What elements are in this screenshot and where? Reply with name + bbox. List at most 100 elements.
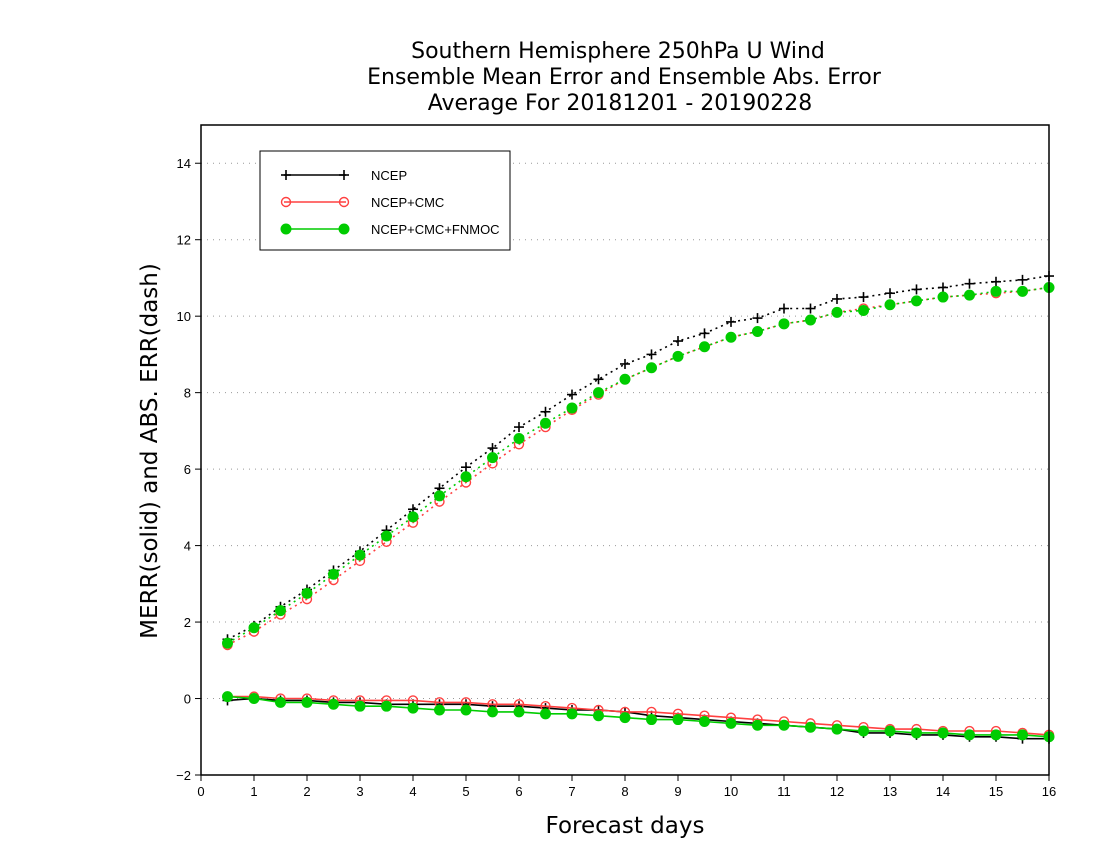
- abs-err-point-ncep-cmc-fnmoc: [566, 402, 578, 414]
- x-tick-label: 2: [303, 784, 310, 799]
- x-tick-label: 13: [883, 784, 897, 799]
- mean-err-point-ncep-cmc-fnmoc: [911, 727, 922, 739]
- mean-err-point-ncep-cmc-fnmoc: [805, 721, 816, 733]
- mean-err-point-ncep-cmc-fnmoc: [222, 691, 233, 703]
- mean-err-point-ncep-cmc-fnmoc: [513, 706, 525, 718]
- abs-err-point-ncep: [726, 316, 736, 327]
- legend-item-ncep-cmc: NCEP+CMC: [280, 195, 444, 210]
- abs-err-point-ncep-cmc-fnmoc: [672, 350, 684, 362]
- abs-err-point-ncep: [885, 288, 895, 299]
- abs-err-point-ncep-cmc-fnmoc: [884, 299, 896, 311]
- mean-err-point-ncep-cmc-fnmoc: [964, 729, 975, 741]
- abs-err-point-ncep: [487, 443, 498, 454]
- abs-err-point-ncep-cmc-fnmoc: [513, 433, 525, 445]
- abs-err-point-ncep: [938, 282, 948, 293]
- abs-err-point-ncep-cmc-fnmoc: [275, 605, 286, 617]
- title-line-3: Average For 20181201 - 20190228: [428, 91, 813, 116]
- abs-err-point-ncep: [832, 293, 842, 304]
- x-axis: 0 1 2 3 4 5 6 7 8 9 10 11 12 13 14 15 16: [197, 775, 1056, 799]
- legend-item-ncep: NCEP: [281, 168, 407, 183]
- mean-err-point-ncep-cmc-fnmoc: [354, 700, 366, 712]
- abs-err-point-ncep: [461, 462, 471, 473]
- mean-err-point-ncep-cmc-fnmoc: [884, 725, 896, 737]
- mean-err-point-ncep-cmc-fnmoc: [301, 696, 313, 708]
- series-ncep: [222, 271, 1054, 744]
- mean-err-point-ncep-cmc-fnmoc: [831, 723, 843, 735]
- mean-err-point-ncep-cmc-fnmoc: [778, 719, 790, 731]
- mean-err-point-ncep-cmc-fnmoc: [487, 706, 498, 718]
- abs-err-point-ncep-cmc-fnmoc: [434, 490, 445, 502]
- x-tick-label: 3: [356, 784, 363, 799]
- abs-err-point-ncep-cmc-fnmoc: [487, 452, 498, 464]
- x-tick-label: 12: [830, 784, 844, 799]
- mean-err-point-ncep-cmc-fnmoc: [646, 714, 657, 726]
- mean-err-point-ncep-cmc-fnmoc: [566, 708, 578, 720]
- abs-err-point-ncep-cmc-fnmoc: [222, 637, 233, 649]
- abs-err-point-ncep-cmc-fnmoc: [752, 325, 763, 337]
- abs-err-line-ncep: [227, 275, 1050, 641]
- abs-err-point-ncep-cmc-fnmoc: [699, 341, 710, 353]
- series-ncep-cmc: [222, 282, 1055, 741]
- abs-err-point-ncep-cmc-fnmoc: [619, 373, 631, 385]
- abs-err-point-ncep-cmc-fnmoc: [354, 549, 366, 561]
- abs-err-point-ncep-cmc-fnmoc: [1017, 285, 1028, 297]
- abs-err-point-ncep: [673, 336, 683, 347]
- y-tick-label: 10: [177, 309, 191, 324]
- legend-marker-start: [280, 196, 292, 208]
- abs-err-point-ncep-cmc-fnmoc: [725, 331, 737, 343]
- mean-err-point-ncep-cmc-fnmoc: [619, 712, 631, 724]
- title-line-2: Ensemble Mean Error and Ensemble Abs. Er…: [367, 65, 882, 90]
- abs-err-point-ncep: [964, 278, 975, 289]
- x-axis-label: Forecast days: [546, 813, 705, 839]
- abs-err-point-ncep: [911, 284, 922, 295]
- legend-box: [259, 150, 511, 251]
- abs-err-point-ncep-cmc-fnmoc: [911, 295, 922, 307]
- legend-marker-start: [281, 170, 291, 180]
- x-tick-label: 15: [989, 784, 1003, 799]
- abs-err-point-ncep: [540, 406, 551, 417]
- abs-err-point-ncep-cmc-fnmoc: [460, 471, 472, 483]
- x-tick-label: 8: [621, 784, 628, 799]
- x-tick-label: 4: [409, 784, 416, 799]
- abs-err-point-ncep: [1017, 274, 1028, 285]
- abs-err-point-ncep-cmc-fnmoc: [858, 304, 869, 316]
- abs-err-point-ncep-cmc-fnmoc: [328, 568, 339, 580]
- mean-err-point-ncep-cmc-fnmoc: [699, 715, 710, 727]
- abs-err-point-ncep: [593, 374, 604, 385]
- legend-marker-start: [280, 223, 292, 235]
- mean-err-point-ncep-cmc-fnmoc: [540, 708, 551, 720]
- mean-err-point-ncep-cmc-fnmoc: [248, 693, 260, 705]
- abs-err-point-ncep: [752, 313, 763, 324]
- x-tick-label: 10: [724, 784, 738, 799]
- abs-err-point-ncep-cmc-fnmoc: [937, 291, 949, 303]
- abs-err-point-ncep-cmc-fnmoc: [646, 362, 657, 374]
- y-axis-label: MERR(solid) and ABS. ERR(dash): [137, 263, 163, 639]
- abs-err-line-ncep-cmc-fnmoc: [227, 286, 1050, 644]
- mean-err-point-ncep-cmc-fnmoc: [275, 696, 286, 708]
- x-tick-label: 16: [1042, 784, 1056, 799]
- chart-title: Southern Hemisphere 250hPa U Wind Ensemb…: [367, 39, 882, 116]
- abs-err-point-ncep-cmc-fnmoc: [381, 530, 392, 542]
- mean-err-point-ncep-cmc-fnmoc: [858, 725, 869, 737]
- abs-err-point-ncep-cmc-fnmoc: [593, 387, 604, 399]
- legend: NCEP NCEP+CMC NCEP+CMC+FNMOC: [259, 150, 511, 251]
- y-tick-label: 4: [184, 539, 191, 554]
- abs-err-point-ncep-cmc-fnmoc: [407, 511, 419, 523]
- abs-err-point-ncep-cmc-fnmoc: [990, 285, 1002, 297]
- y-tick-label: 6: [184, 462, 191, 477]
- mean-err-point-ncep-cmc-fnmoc: [407, 702, 419, 714]
- x-tick-label: 6: [515, 784, 522, 799]
- legend-marker-end: [339, 170, 349, 180]
- mean-err-point-ncep-cmc-fnmoc: [381, 700, 392, 712]
- abs-err-point-ncep: [646, 349, 657, 360]
- y-tick-label: 0: [184, 692, 191, 707]
- mean-err-point-ncep-cmc-fnmoc: [460, 704, 472, 716]
- abs-err-point-ncep: [567, 389, 577, 400]
- y-tick-label: −2: [176, 768, 191, 783]
- x-tick-label: 14: [936, 784, 950, 799]
- x-tick-label: 9: [674, 784, 681, 799]
- abs-err-line-ncep-cmc: [227, 286, 1050, 646]
- abs-err-point-ncep: [620, 358, 630, 369]
- x-tick-label: 1: [250, 784, 257, 799]
- legend-label: NCEP: [371, 168, 407, 183]
